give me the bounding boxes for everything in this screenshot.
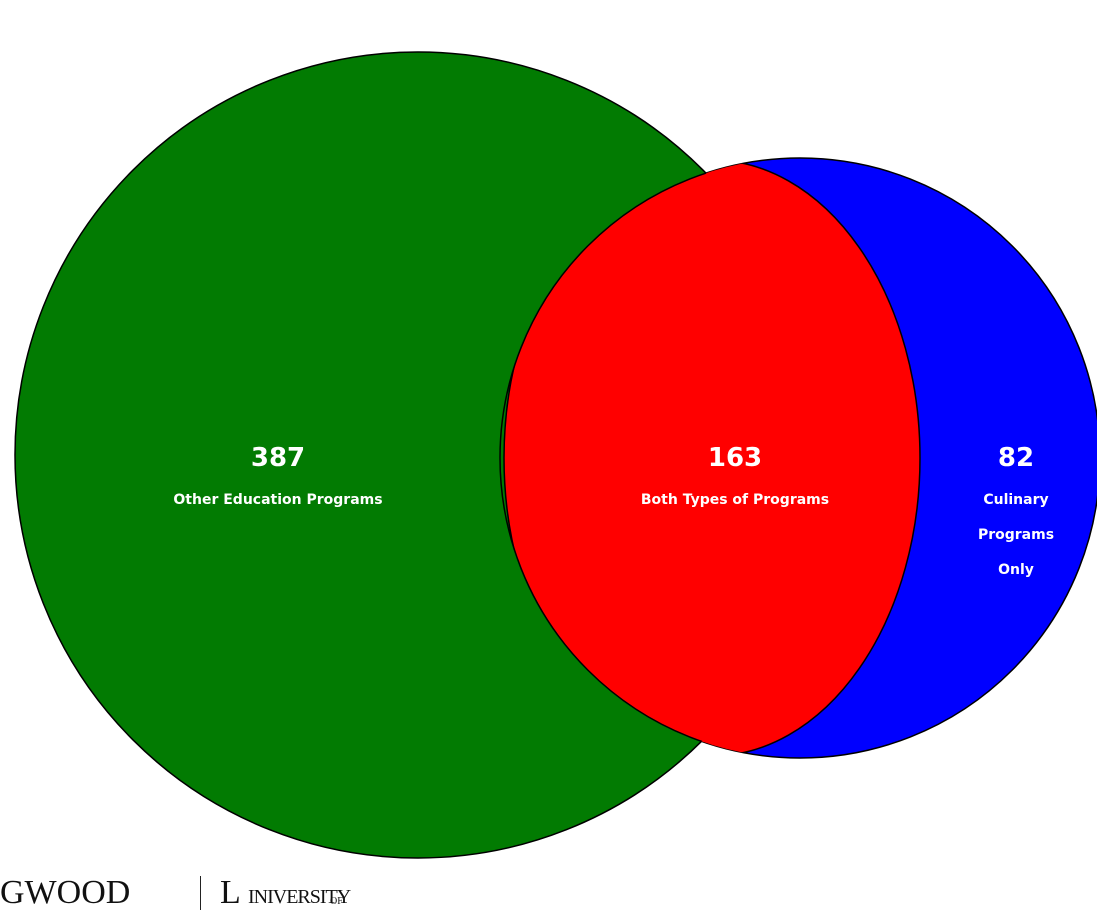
footer-text-letter: L [220, 874, 241, 911]
footer-text-university: INIVERSITY [248, 886, 351, 908]
other-programs-label: Other Education Programs [173, 492, 382, 508]
footer-text-left: GWOOD [0, 874, 131, 911]
culinary-only-label-line-1: Culinary [983, 492, 1048, 508]
both-programs-count: 163 [708, 443, 762, 473]
culinary-only-label-line-3: Only [998, 562, 1034, 578]
both-programs-label: Both Types of Programs [641, 492, 829, 508]
culinary-only-label-line-2: Programs [978, 527, 1054, 543]
other-programs-count: 387 [251, 443, 305, 473]
footer-text-of: OF [330, 896, 343, 907]
footer-divider [200, 876, 201, 910]
culinary-only-count: 82 [998, 443, 1034, 473]
